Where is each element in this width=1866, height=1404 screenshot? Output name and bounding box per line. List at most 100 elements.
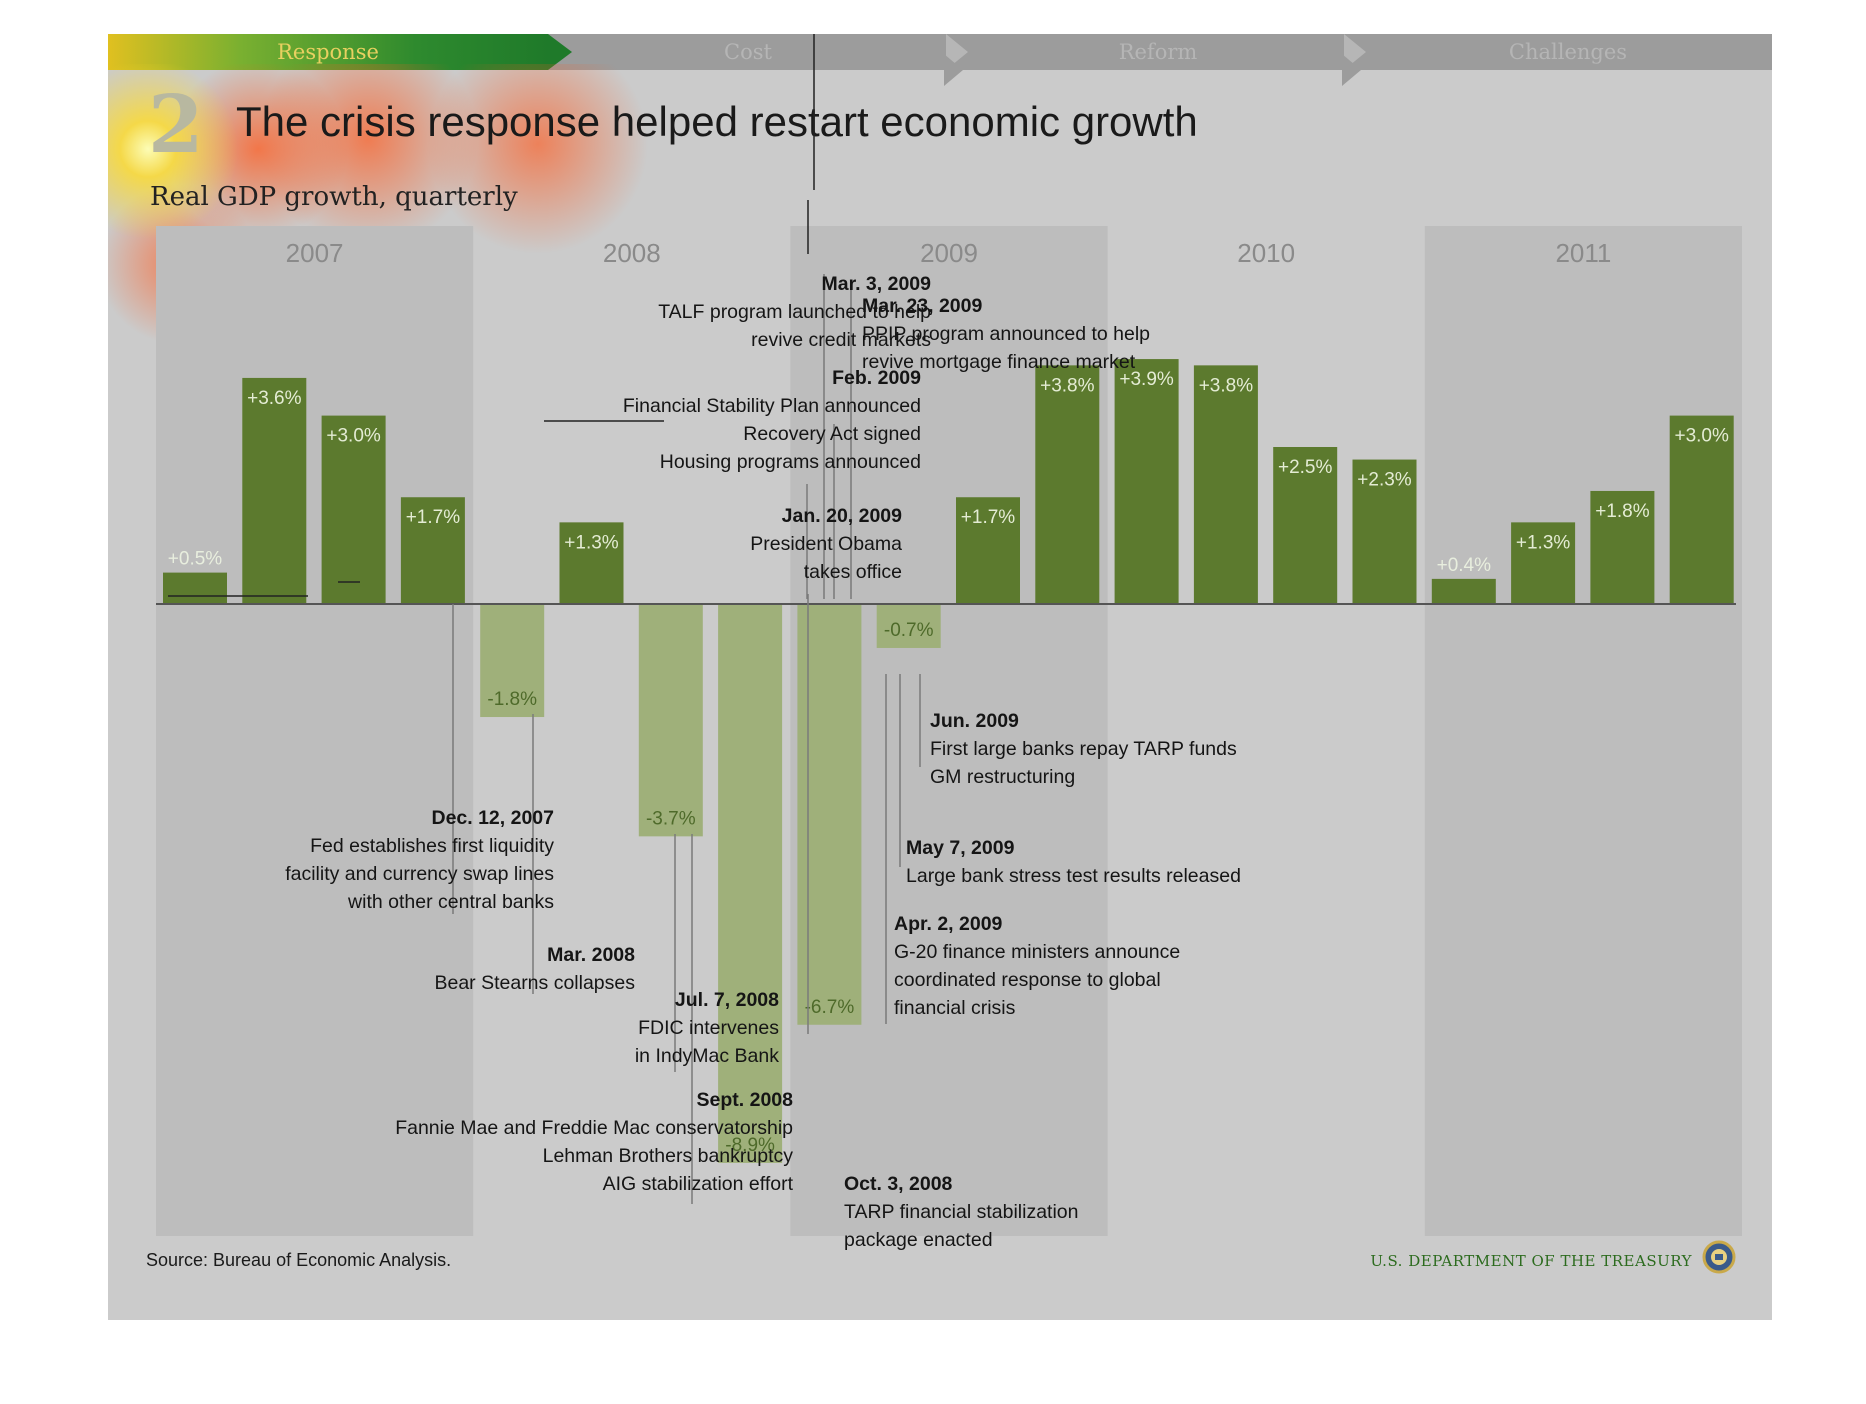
- gdp-bar: [718, 604, 783, 1163]
- annotation-line: Financial Stability Plan announced: [622, 395, 921, 417]
- annotation-line: Fed establishes first liquidity: [310, 835, 554, 857]
- bar-value-label: +2.5%: [1278, 457, 1333, 478]
- annotation-date: Oct. 3, 2008: [844, 1173, 953, 1195]
- annotation-line: Bear Stearns collapses: [434, 972, 635, 994]
- annotation-line: revive credit markets: [751, 329, 931, 351]
- chevron-right-icon: [944, 34, 968, 86]
- chart-subtitle: Real GDP growth, quarterly: [150, 182, 518, 212]
- gdp-bar: [480, 604, 545, 718]
- gdp-bar: [559, 522, 624, 604]
- bar-value-label: -1.8%: [487, 689, 537, 710]
- gdp-bar: [400, 497, 465, 604]
- gdp-bar: [876, 604, 941, 648]
- bar-value-label: +1.8%: [1595, 501, 1650, 522]
- gdp-bar: [242, 377, 307, 604]
- year-label: 2010: [1237, 238, 1295, 268]
- slide: Response Cost Reform Challenges 2 The cr…: [108, 34, 1772, 1320]
- slide-number: 2: [148, 77, 204, 171]
- annotation-mar23-2009: Mar. 23, 2009 PPIP program announced to …: [862, 292, 1150, 376]
- tab-response[interactable]: Response: [277, 40, 379, 64]
- annotation-line: coordinated response to global: [894, 969, 1161, 991]
- gdp-bar: [163, 572, 227, 604]
- year-label: 2011: [1555, 238, 1611, 268]
- annotation-apr-2009: Apr. 2, 2009 G-20 finance ministers anno…: [894, 910, 1180, 1022]
- annotation-mar3-2009: Mar. 3, 2009 TALF program launched to he…: [658, 270, 931, 354]
- annotation-line: Recovery Act signed: [743, 423, 921, 445]
- gdp-bar: [321, 415, 386, 604]
- bar-value-label: +3.9%: [1119, 369, 1174, 390]
- bar-value-label: +0.4%: [1437, 555, 1492, 576]
- annotation-date: Feb. 2009: [832, 367, 921, 389]
- tab-challenges[interactable]: Challenges: [1508, 40, 1628, 64]
- tab-reform[interactable]: Reform: [1118, 40, 1198, 64]
- annotation-line: Lehman Brothers bankruptcy: [542, 1145, 793, 1167]
- source-note: Source: Bureau of Economic Analysis.: [146, 1250, 452, 1270]
- year-band: [1424, 226, 1742, 1236]
- annotation-may-2009: May 7, 2009 Large bank stress test resul…: [906, 834, 1241, 890]
- annotation-line: G-20 finance ministers announce: [894, 941, 1181, 963]
- bar-value-label: -0.7%: [884, 620, 934, 641]
- annotation-date: Sept. 2008: [696, 1089, 793, 1111]
- annotation-line: financial crisis: [894, 997, 1016, 1019]
- gdp-bar: [638, 604, 703, 837]
- bar-value-label: +1.7%: [406, 507, 461, 528]
- annotation-date: Mar. 2008: [547, 944, 635, 966]
- year-label: 2008: [603, 238, 661, 268]
- gdp-bar: [956, 497, 1020, 604]
- gdp-bar: [1273, 447, 1338, 604]
- annotation-date: Mar. 23, 2009: [862, 295, 983, 317]
- gdp-bar: [1035, 365, 1100, 604]
- annotation-line: First large banks repay TARP funds: [930, 738, 1237, 760]
- annotation-date: Jan. 20, 2009: [781, 505, 902, 527]
- bar-value-label: -6.7%: [805, 997, 855, 1018]
- annotation-line: with other central banks: [348, 891, 554, 913]
- bar-value-label: +3.8%: [1040, 375, 1095, 396]
- tab-cost[interactable]: Cost: [724, 40, 772, 64]
- gdp-bar: [1114, 359, 1179, 604]
- annotation-line: PPIP program announced to help: [862, 323, 1151, 345]
- annotation-oct-2008: Oct. 3, 2008 TARP financial stabilizatio…: [844, 1170, 1078, 1254]
- treasury-footer-label: U.S. DEPARTMENT OF THE TREASURY: [1370, 1252, 1692, 1270]
- chevron-right-icon: [1342, 34, 1366, 86]
- annotation-jul-2008: Jul. 7, 2008 FDIC intervenes in IndyMac …: [635, 986, 779, 1070]
- bar-value-label: +3.0%: [326, 426, 381, 447]
- gdp-bar: [1669, 415, 1734, 604]
- bar-value-label: +2.3%: [1357, 470, 1412, 491]
- year-label: 2009: [920, 238, 978, 268]
- annotation-line: in IndyMac Bank: [634, 1045, 779, 1067]
- annotation-line: President Obama: [750, 533, 902, 555]
- annotation-feb-2009: Feb. 2009 Financial Stability Plan annou…: [623, 364, 921, 476]
- annotation-date: Apr. 2, 2009: [894, 913, 1003, 935]
- annotation-sep-2008: Sept. 2008 Fannie Mae and Freddie Mac co…: [395, 1086, 793, 1198]
- annotation-date: Dec. 12, 2007: [431, 807, 554, 829]
- bar-value-label: +3.8%: [1199, 375, 1254, 396]
- year-band: [156, 226, 474, 1236]
- annotation-date: Jul. 7, 2008: [674, 989, 779, 1011]
- annotation-line: GM restructuring: [930, 766, 1076, 788]
- bar-value-label: +1.3%: [564, 532, 619, 553]
- gdp-bar: [1511, 522, 1576, 604]
- annotation-line: AIG stabilization effort: [602, 1173, 793, 1195]
- bar-value-label: +3.0%: [1674, 426, 1729, 447]
- annotation-jun-2009: Jun. 2009 First large banks repay TARP f…: [930, 707, 1237, 791]
- bar-value-label: +3.6%: [247, 388, 302, 409]
- annotation-line: Housing programs announced: [659, 451, 921, 473]
- gdp-bar: [1431, 578, 1496, 604]
- annotation-line: Fannie Mae and Freddie Mac conservatorsh…: [395, 1117, 793, 1139]
- gdp-bar-chart: 2007 2008 2009 2010 2011 +0.5% +3.6% +3.0% +1.7%…: [156, 34, 1742, 1236]
- bar-value-label: +1.3%: [1516, 532, 1571, 553]
- annotation-line: package enacted: [844, 1229, 993, 1251]
- annotation-date: Jun. 2009: [930, 710, 1019, 732]
- gdp-bar: [797, 604, 862, 1025]
- year-label: 2007: [286, 238, 344, 268]
- annotation-line: FDIC intervenes: [638, 1017, 779, 1039]
- bar-value-label: +1.7%: [961, 507, 1016, 528]
- annotation-line: TALF program launched to help: [658, 301, 931, 323]
- treasury-seal-icon: [1702, 1240, 1736, 1274]
- annotation-line: TARP financial stabilization: [844, 1201, 1079, 1223]
- bar-value-label: -3.7%: [646, 808, 696, 829]
- annotation-line: revive mortgage finance market: [862, 351, 1136, 373]
- annotation-line: facility and currency swap lines: [285, 863, 554, 885]
- annotation-jan-2009: Jan. 20, 2009 President Obama takes offi…: [750, 502, 902, 586]
- gdp-bar: [1193, 365, 1258, 604]
